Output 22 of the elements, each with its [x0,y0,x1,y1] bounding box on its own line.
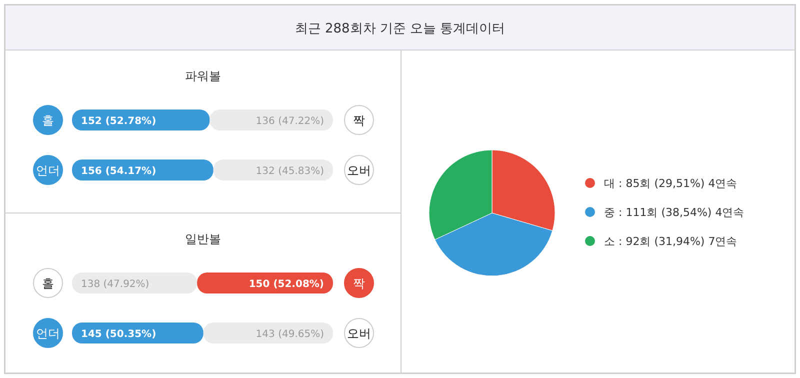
text: 오버 [347,326,371,340]
y-tick-label: 홀 [42,114,54,128]
data-label: 150 (52.08%) [248,279,324,290]
data-label: 143 (49.65%) [256,329,324,340]
data-label: 136 (47.22%) [256,116,324,127]
chart-title: 파워볼 [185,69,221,83]
y-tick-label: 언더 [36,326,60,340]
legend-label: 중 : 111회 (38,54%) 4연속 [604,206,744,219]
y-tick-label: 언더 [36,164,60,178]
data-label: 132 (45.83%) [256,166,324,177]
data-label: 152 (52.78%) [81,116,156,127]
data-label: 145 (50.35%) [81,329,156,340]
text: 짝 [353,114,365,128]
text: 오버 [347,164,371,178]
legend-label: 소 : 92회 (31,94%) 7연속 [604,235,738,248]
y-tick-label: 홀 [42,276,54,290]
data-label: 156 (54.17%) [81,166,156,177]
text: 최근 288회차 기준 오늘 통계데이터 [294,22,506,36]
legend-label: 대 : 85회 (29,51%) 4연속 [604,177,738,190]
data-label: 138 (47.92%) [81,279,150,290]
chart-title: 일반볼 [185,232,221,246]
text: 짝 [353,276,365,290]
